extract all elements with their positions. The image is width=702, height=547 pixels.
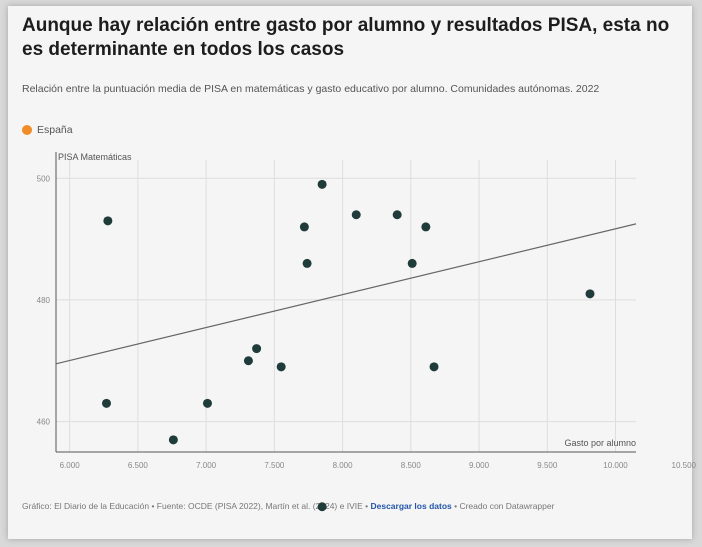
x-tick-label: 8.000	[333, 461, 354, 470]
chart-footer: Gráfico: El Diario de la Educación • Fue…	[22, 500, 662, 512]
data-point	[302, 258, 312, 268]
data-point	[392, 210, 402, 220]
x-tick-label: 9.500	[537, 461, 558, 470]
data-point	[168, 435, 178, 445]
data-point	[407, 258, 417, 268]
data-point	[101, 398, 111, 408]
data-point	[252, 344, 262, 354]
data-point	[317, 179, 327, 189]
legend-swatch	[22, 125, 32, 135]
download-data-link[interactable]: Descargar los datos	[370, 501, 452, 511]
legend: España	[22, 124, 73, 136]
legend-label: España	[37, 124, 73, 136]
y-axis-label: PISA Matemáticas	[58, 152, 132, 162]
x-axis-label: Gasto por alumno	[564, 438, 636, 448]
data-point	[202, 398, 212, 408]
x-tick-label: 7.000	[196, 461, 217, 470]
x-tick-label: 6.000	[60, 461, 81, 470]
data-point	[103, 216, 113, 226]
x-tick-label: 8.500	[401, 461, 422, 470]
footer-source: Gráfico: El Diario de la Educación • Fue…	[22, 501, 369, 511]
chart-title: Aunque hay relación entre gasto por alum…	[22, 15, 670, 60]
x-tick-label: 6.500	[128, 461, 149, 470]
y-tick-label: 460	[37, 418, 51, 427]
chart-subtitle: Relación entre la puntuación media de PI…	[22, 83, 600, 95]
data-point	[585, 289, 595, 299]
data-point	[421, 222, 431, 232]
x-tick-label: 9.000	[469, 461, 490, 470]
data-point	[276, 362, 286, 372]
data-point	[243, 356, 253, 366]
data-point	[429, 362, 439, 372]
footer-created: • Creado con Datawrapper	[454, 501, 555, 511]
y-tick-label: 480	[37, 296, 51, 305]
trend-line	[55, 223, 637, 365]
data-point	[351, 210, 361, 220]
x-tick-label: 10.500	[672, 461, 697, 470]
chart-card: Aunque hay relación entre gasto por alum…	[8, 6, 692, 539]
x-tick-label: 10.000	[603, 461, 628, 470]
x-tick-label: 7.500	[264, 461, 285, 470]
data-point	[299, 222, 309, 232]
data-point	[317, 502, 327, 512]
y-tick-label: 500	[37, 174, 51, 183]
